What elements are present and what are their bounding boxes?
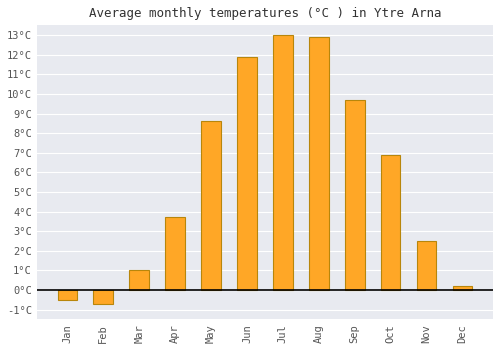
Bar: [166, 217, 185, 290]
Bar: [416, 241, 436, 290]
Bar: [345, 100, 364, 290]
Bar: [380, 155, 400, 290]
Bar: [58, 290, 78, 300]
Bar: [273, 35, 293, 290]
Title: Average monthly temperatures (°C ) in Ytre Arna: Average monthly temperatures (°C ) in Yt…: [88, 7, 441, 20]
Bar: [130, 271, 149, 290]
Bar: [452, 286, 472, 290]
Bar: [94, 290, 113, 304]
Bar: [309, 37, 328, 290]
Bar: [201, 121, 221, 290]
Bar: [237, 57, 257, 290]
